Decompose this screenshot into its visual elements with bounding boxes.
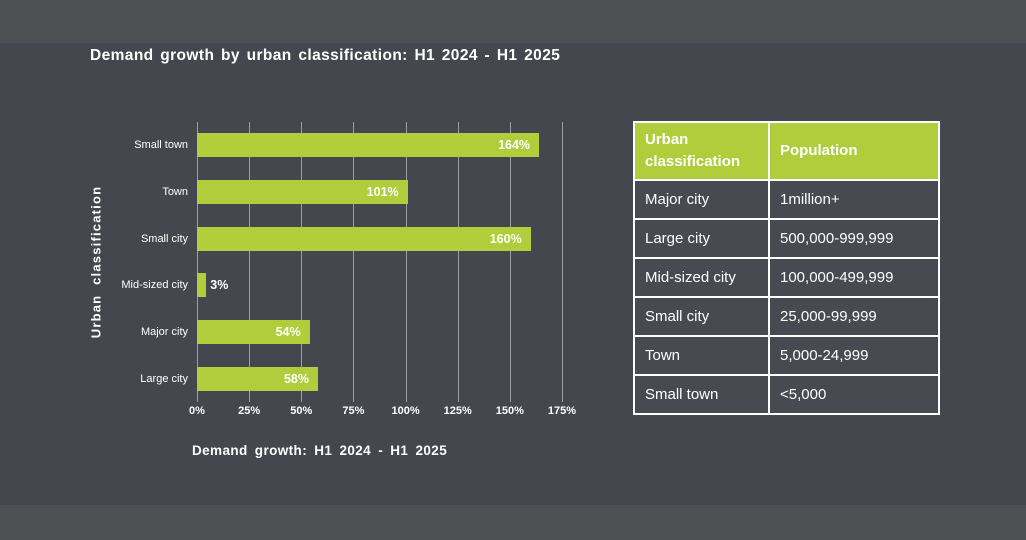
- gridline-150%: [509, 122, 511, 402]
- page-title: Demand growth by urban classification: H…: [90, 47, 561, 64]
- bar-major-city: 54%: [197, 320, 310, 344]
- category-label: Major city: [140, 326, 188, 339]
- table-cell-classification: Large city: [633, 218, 770, 259]
- x-axis-title: Demand growth: H1 2024 - H1 2025: [192, 443, 448, 458]
- gridline-0%: [197, 122, 198, 402]
- bar-small-city: 160%: [197, 226, 531, 251]
- table-row: Small town <5,000: [633, 374, 940, 415]
- table-row: Mid-sized city 100,000-499,999: [633, 257, 940, 298]
- x-axis-tick-labels: 0% 25% 50% 75% 100% 125% 150% 175%: [189, 405, 582, 421]
- gridline-175%: [562, 122, 563, 402]
- x-tick-label: 150%: [495, 405, 524, 417]
- x-tick-label: 50%: [290, 405, 313, 417]
- bar-chart-plot-area: 164% 101% 160% 3% 54% 58%: [197, 122, 582, 402]
- x-tick-label: 75%: [342, 405, 365, 417]
- bar-mid-sized-city: [197, 273, 206, 298]
- bar-town: 101%: [197, 180, 408, 204]
- y-axis-category-labels: Small town Town Small city Mid-sized city Ma…: [56, 122, 188, 402]
- table-cell-classification: Major city: [633, 179, 770, 220]
- x-tick-label: 25%: [238, 405, 261, 417]
- table-header-urban-classification: Urban classification: [633, 121, 770, 181]
- table-cell-classification: Town: [633, 335, 770, 376]
- gridline-125%: [457, 122, 459, 402]
- table-cell-population: <5,000: [768, 374, 940, 415]
- table-row: Town 5,000-24,999: [633, 335, 940, 376]
- table-cell-population: 100,000-499,999: [768, 257, 940, 298]
- top-band: [0, 0, 1026, 43]
- x-tick-label: 175%: [547, 405, 577, 417]
- table-cell-population: 5,000-24,999: [768, 335, 940, 376]
- population-table: Urban classification Population Major ci…: [633, 121, 940, 415]
- category-label: Small town: [134, 139, 188, 152]
- table-cell-classification: Small city: [633, 296, 770, 337]
- x-tick-label: 100%: [391, 405, 420, 417]
- table-cell-population: 500,000-999,999: [768, 218, 940, 259]
- bar-small-town: 164%: [197, 133, 540, 158]
- table-header-population: Population: [768, 121, 940, 181]
- table-row: Major city 1million+: [633, 179, 940, 220]
- bar-large-city: 58%: [197, 366, 318, 391]
- category-label: Mid-sized city: [121, 279, 188, 292]
- table-cell-classification: Small town: [633, 374, 770, 415]
- table-row: Large city 500,000-999,999: [633, 218, 940, 259]
- category-label: Town: [162, 186, 188, 198]
- population-table-header: Urban classification Population: [633, 121, 940, 181]
- gridline-25%: [249, 122, 251, 402]
- gridline-50%: [301, 122, 303, 402]
- x-tick-label: 125%: [443, 405, 472, 417]
- bar-value-label: 3%: [210, 278, 229, 293]
- category-label: Small city: [140, 232, 188, 245]
- x-tick-label: 0%: [189, 405, 205, 417]
- table-row: Small city 25,000-99,999: [633, 296, 940, 337]
- table-cell-population: 1million+: [768, 179, 940, 220]
- gridline-100%: [405, 122, 407, 402]
- table-cell-population: 25,000-99,999: [768, 296, 940, 337]
- table-cell-classification: Mid-sized city: [633, 257, 770, 298]
- category-label: Large city: [140, 372, 188, 385]
- bottom-band: [0, 505, 1026, 540]
- gridline-75%: [353, 122, 355, 402]
